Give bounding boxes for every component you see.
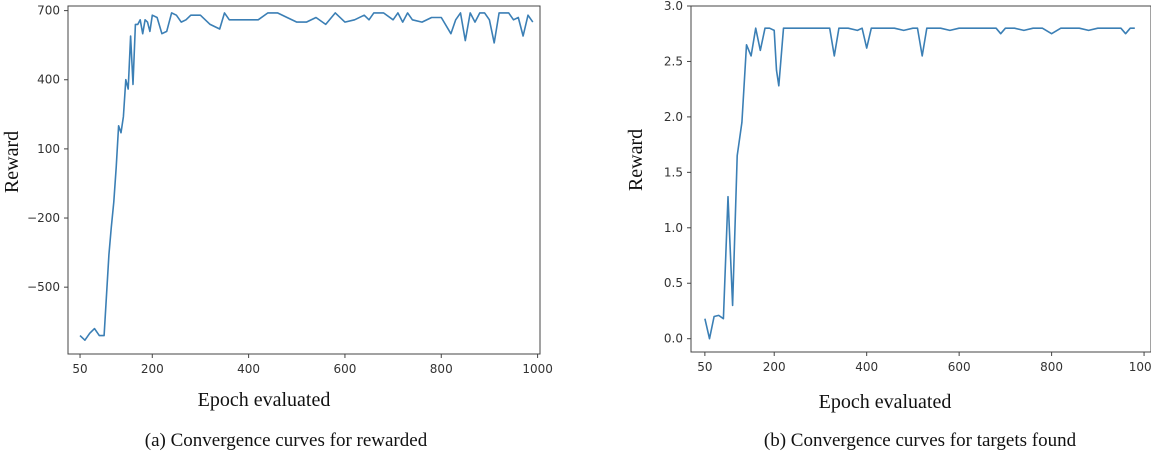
x-axis-label: Epoch evaluated bbox=[198, 389, 331, 411]
x-ticks: 50 200 400 600 800 1000 bbox=[697, 352, 1151, 374]
y-tick-label: 0.0 bbox=[664, 332, 683, 346]
y-tick-label: 2.5 bbox=[664, 54, 683, 68]
x-tick-label: 400 bbox=[237, 362, 260, 376]
y-tick-label: −200 bbox=[27, 211, 60, 225]
x-tick-label: 50 bbox=[697, 360, 712, 374]
x-tick-label: 1000 bbox=[1129, 360, 1151, 374]
figure-caption: (b) Convergence curves for targets found bbox=[764, 430, 1077, 451]
figure-caption: (a) Convergence curves for rewarded bbox=[145, 430, 428, 451]
x-tick-label: 600 bbox=[948, 360, 971, 374]
plot-frame bbox=[690, 5, 1151, 353]
y-tick-label: 0.5 bbox=[664, 276, 683, 290]
y-axis-label: Reward bbox=[625, 129, 647, 191]
x-tick-label: 200 bbox=[763, 360, 786, 374]
y-tick-label: 100 bbox=[37, 142, 60, 156]
y-tick-label: 1.0 bbox=[664, 221, 683, 235]
x-tick-label: 600 bbox=[333, 362, 356, 376]
targets-found-series-line bbox=[704, 27, 1135, 340]
x-tick-label: 200 bbox=[141, 362, 164, 376]
x-tick-label: 800 bbox=[430, 362, 453, 376]
x-tick-label: 50 bbox=[72, 362, 87, 376]
x-axis-label: Epoch evaluated bbox=[819, 391, 952, 413]
y-tick-label: −500 bbox=[27, 280, 60, 294]
chart-panel-rewarded: 50 200 400 600 800 1000 700 400 100 −200 −500 Epo… bbox=[1, 4, 553, 451]
y-tick-label: 700 bbox=[37, 4, 60, 18]
y-ticks: 3.0 2.5 2.0 1.5 1.0 0.5 0.0 bbox=[664, 0, 691, 346]
x-tick-label: 800 bbox=[1040, 360, 1063, 374]
x-tick-label: 400 bbox=[855, 360, 878, 374]
y-tick-label: 3.0 bbox=[664, 0, 683, 13]
y-axis-label: Reward bbox=[1, 131, 23, 193]
x-tick-label: 1000 bbox=[522, 362, 553, 376]
y-tick-label: 2.0 bbox=[664, 110, 683, 124]
x-ticks: 50 200 400 600 800 1000 bbox=[72, 354, 553, 376]
reward-series-line bbox=[79, 12, 534, 342]
y-tick-label: 400 bbox=[37, 73, 60, 87]
plot-frame bbox=[67, 5, 541, 355]
chart-panel-targets-found: 50 200 400 600 800 1000 3.0 2.5 2.0 1.5 1.0 0.5 0.0… bbox=[625, 0, 1151, 451]
y-tick-label: 1.5 bbox=[664, 165, 683, 179]
y-ticks: 700 400 100 −200 −500 bbox=[27, 4, 68, 294]
